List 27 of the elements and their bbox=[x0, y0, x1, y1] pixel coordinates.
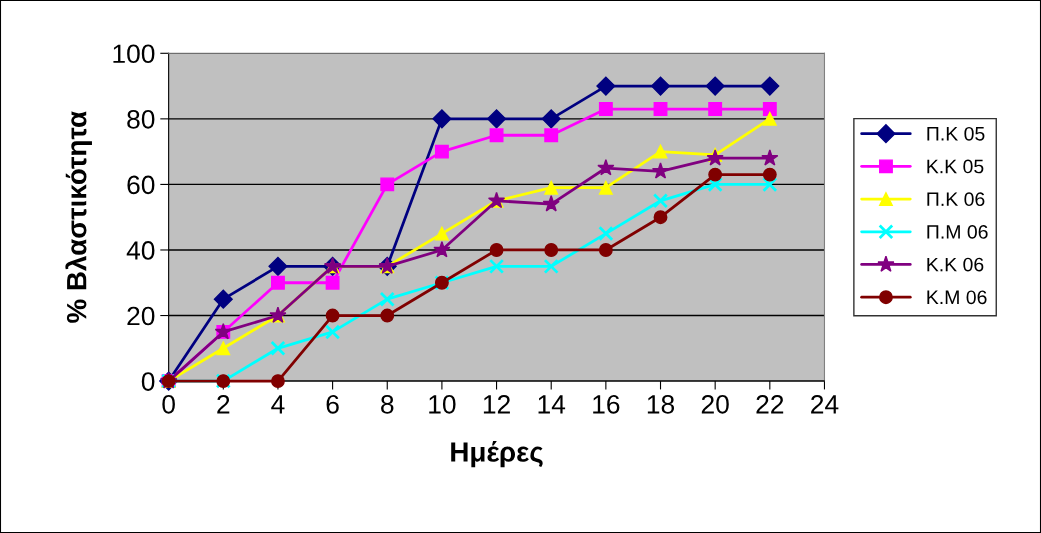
x-axis-title: Ημέρες bbox=[451, 441, 543, 468]
y-tick-label: 100 bbox=[113, 44, 155, 64]
x-tick-label: 16 bbox=[593, 394, 620, 414]
y-tick-label: 0 bbox=[141, 372, 155, 391]
x-tick-label: 22 bbox=[756, 394, 784, 414]
legend-label: Κ.Κ 06 bbox=[927, 257, 984, 272]
legend-label: Π.Κ 06 bbox=[927, 192, 985, 207]
x-tick-label: 12 bbox=[483, 394, 510, 414]
y-tick-label: 20 bbox=[127, 306, 155, 326]
y-tick-label: 60 bbox=[127, 175, 155, 195]
x-tick-label: 24 bbox=[811, 394, 839, 414]
x-tick-label: 8 bbox=[381, 394, 394, 414]
legend-label: Π.Μ 06 bbox=[927, 225, 988, 239]
legend-label: Κ.Μ 06 bbox=[927, 290, 987, 305]
x-tick-label: 18 bbox=[647, 394, 675, 414]
y-tick-label: 80 bbox=[127, 109, 155, 129]
x-tick-label: 2 bbox=[217, 394, 230, 414]
y-tick-label: 40 bbox=[126, 241, 155, 260]
y-axis-title: % Βλαστικότητα bbox=[65, 111, 92, 323]
x-tick-label: 10 bbox=[429, 394, 456, 414]
x-tick-label: 0 bbox=[162, 394, 175, 414]
x-tick-label: 4 bbox=[271, 395, 285, 414]
legend-label: Κ.Κ 05 bbox=[927, 159, 984, 174]
legend-label: Π.Κ 05 bbox=[927, 126, 985, 141]
x-tick-label: 14 bbox=[538, 395, 566, 414]
x-tick-label: 6 bbox=[326, 394, 339, 414]
x-tick-label: 20 bbox=[701, 394, 729, 414]
